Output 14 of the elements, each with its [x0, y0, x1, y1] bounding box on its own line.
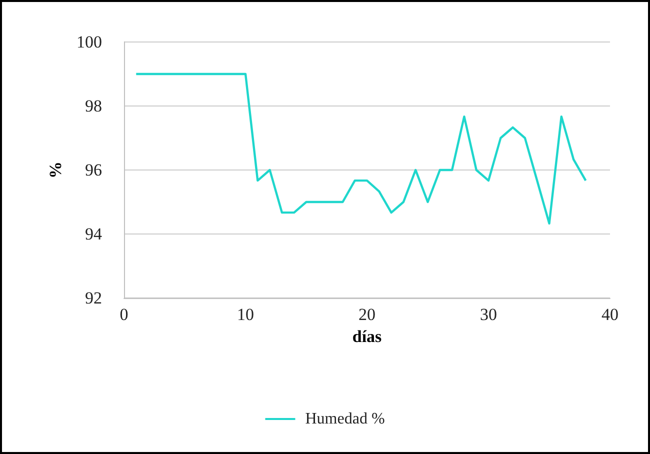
x-tick-label: 0: [120, 305, 128, 324]
y-tick-label: 94: [85, 224, 102, 244]
y-tick-label: 96: [85, 160, 102, 180]
legend-label: Humedad %: [305, 410, 385, 428]
line-series: [135, 72, 587, 225]
y-axis-title: %: [46, 162, 65, 178]
x-axis-title: días: [352, 327, 382, 346]
x-tick-label: 30: [480, 305, 497, 324]
y-tick-label: 100: [76, 32, 102, 52]
x-tick-label: 10: [237, 305, 254, 324]
x-tick-label: 20: [358, 305, 376, 324]
x-tick-label: 40: [602, 305, 618, 324]
y-tick-label: 92: [85, 288, 102, 308]
y-tick-label: 98: [85, 96, 102, 116]
